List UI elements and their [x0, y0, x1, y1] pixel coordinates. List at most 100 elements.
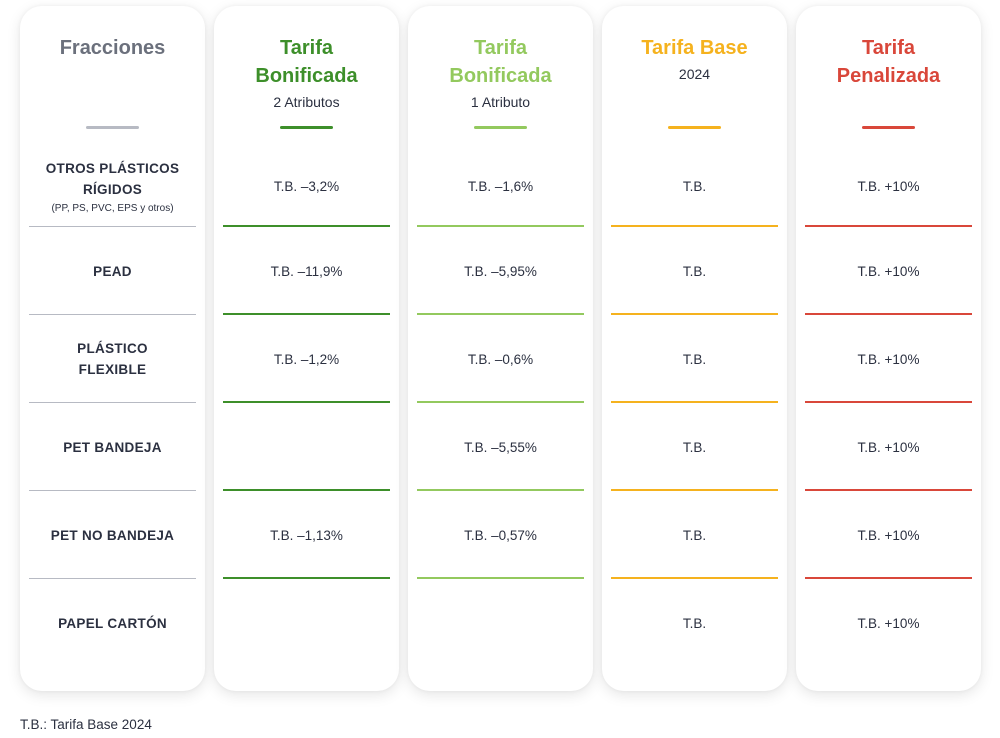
row-divider	[223, 489, 390, 491]
tariff-value-cell: T.B. –0,57%	[408, 491, 593, 579]
tariff-value: T.B. –11,9%	[270, 263, 343, 279]
column-header: Tarifa Bonificada 1 Atributo	[408, 6, 593, 146]
fraction-label-cell: PLÁSTICO FLEXIBLE	[20, 315, 205, 403]
fraction-label-cell: PAPEL CARTÓN	[20, 579, 205, 667]
tariff-value-cell: T.B.	[602, 491, 787, 579]
tariff-value: T.B. –0,6%	[467, 351, 534, 367]
tariff-value: T.B.	[682, 263, 707, 279]
row-divider	[611, 313, 778, 315]
fraction-label-cell: PET BANDEJA	[20, 403, 205, 491]
column-bonificada1: Tarifa Bonificada 1 Atributo T.B. –1,6% T.B…	[408, 6, 593, 691]
column-subtitle: 2024	[678, 66, 711, 82]
column-header: Tarifa Base 2024	[602, 6, 787, 146]
tariff-value-cell: T.B. +10%	[796, 146, 981, 227]
column-fracciones: Fracciones OTROS PLÁSTICOS RÍGIDOS (PP, PS…	[20, 6, 205, 691]
column-base: Tarifa Base 2024 T.B. T.B. T.B. T.B. T.B. T.B.	[602, 6, 787, 691]
fraction-label: PET BANDEJA	[63, 439, 162, 455]
column-title: Fracciones	[59, 37, 166, 59]
column-penalizada: Tarifa Penalizada T.B. +10% T.B. +10% T.B. …	[796, 6, 981, 691]
tariff-value-cell: T.B. +10%	[796, 579, 981, 667]
tariff-value-cell: T.B. +10%	[796, 315, 981, 403]
row-divider	[223, 313, 390, 315]
tariff-value-cell: T.B. –1,2%	[214, 315, 399, 403]
fraction-label: PET NO BANDEJA	[50, 527, 175, 543]
row-divider	[417, 401, 584, 403]
row-divider	[611, 489, 778, 491]
tariff-value-cell: T.B. +10%	[796, 227, 981, 315]
column-title: Tarifa Bonificada	[449, 37, 552, 87]
column-title: Tarifa Penalizada	[836, 37, 941, 87]
row-divider	[417, 225, 584, 227]
row-divider	[805, 313, 972, 315]
row-divider	[223, 225, 390, 227]
header-underline	[862, 126, 915, 129]
header-underline	[668, 126, 721, 129]
row-divider	[805, 225, 972, 227]
column-subtitle: 2 Atributos	[273, 94, 340, 110]
row-divider	[29, 225, 196, 227]
row-divider	[611, 225, 778, 227]
tariff-value-cell: T.B. +10%	[796, 403, 981, 491]
tariff-value: T.B. –1,13%	[270, 527, 343, 543]
tariff-value-cell: T.B.	[602, 579, 787, 667]
tariff-value: T.B. –5,95%	[464, 263, 537, 279]
tariff-value: T.B. +10%	[857, 527, 920, 543]
tariff-value: T.B. –1,2%	[273, 351, 340, 367]
tariff-value: T.B. –0,57%	[464, 527, 537, 543]
fraction-note: (PP, PS, PVC, EPS y otros)	[51, 202, 174, 214]
header-underline	[86, 126, 139, 129]
fraction-label: PAPEL CARTÓN	[58, 615, 167, 631]
column-header: Tarifa Bonificada 2 Atributos	[214, 6, 399, 146]
tariff-value: T.B. +10%	[857, 263, 920, 279]
row-divider	[417, 489, 584, 491]
column-title: Tarifa Bonificada	[255, 37, 358, 87]
column-bonificada2: Tarifa Bonificada 2 Atributos T.B. –3,2% T.…	[214, 6, 399, 691]
tariff-value-cell: T.B. +10%	[796, 491, 981, 579]
row-divider	[29, 489, 196, 491]
tariff-table: Fracciones OTROS PLÁSTICOS RÍGIDOS (PP, PS…	[20, 6, 981, 691]
row-divider	[805, 489, 972, 491]
tariff-value-cell: T.B. –11,9%	[214, 227, 399, 315]
fraction-label: OTROS PLÁSTICOS RÍGIDOS	[45, 160, 180, 197]
tariff-value: T.B. +10%	[857, 179, 920, 194]
fraction-label-cell: PEAD	[20, 227, 205, 315]
tariff-value-cell: T.B. –3,2%	[214, 146, 399, 227]
row-divider	[611, 577, 778, 579]
tariff-value-cell: T.B.	[602, 227, 787, 315]
footnote: T.B.: Tarifa Base 2024	[20, 717, 152, 732]
tariff-value: T.B. –3,2%	[273, 179, 340, 194]
tariff-value-cell: T.B. –5,55%	[408, 403, 593, 491]
tariff-value: T.B. +10%	[857, 351, 920, 367]
tariff-value-cell: T.B.	[602, 315, 787, 403]
tariff-value-cell: T.B.	[602, 403, 787, 491]
tariff-value: T.B.	[682, 179, 707, 194]
fraction-label: PLÁSTICO FLEXIBLE	[77, 341, 148, 377]
row-divider	[417, 577, 584, 579]
tariff-value-cell	[214, 579, 399, 667]
row-divider	[805, 577, 972, 579]
row-divider	[223, 577, 390, 579]
tariff-value-cell: T.B. –1,13%	[214, 491, 399, 579]
row-divider	[29, 577, 196, 579]
tariff-value-cell	[408, 579, 593, 667]
column-header: Fracciones	[20, 6, 205, 146]
header-underline	[280, 126, 333, 129]
fraction-label-cell: PET NO BANDEJA	[20, 491, 205, 579]
header-underline	[474, 126, 527, 129]
row-divider	[805, 401, 972, 403]
row-divider	[223, 401, 390, 403]
tariff-value: T.B. +10%	[857, 615, 920, 631]
tariff-value-cell: T.B. –1,6%	[408, 146, 593, 227]
column-title: Tarifa Base	[641, 37, 748, 59]
tariff-value: T.B.	[682, 351, 707, 367]
fraction-label: PEAD	[93, 263, 132, 279]
tariff-value-cell: T.B.	[602, 146, 787, 227]
row-divider	[417, 313, 584, 315]
tariff-value: T.B. –5,55%	[464, 439, 537, 455]
tariff-value: T.B. +10%	[857, 439, 920, 455]
column-subtitle: 1 Atributo	[470, 94, 531, 110]
tariff-value-cell: T.B. –5,95%	[408, 227, 593, 315]
tariff-value: T.B.	[682, 439, 707, 455]
tariff-value-cell	[214, 403, 399, 491]
tariff-value-cell: T.B. –0,6%	[408, 315, 593, 403]
